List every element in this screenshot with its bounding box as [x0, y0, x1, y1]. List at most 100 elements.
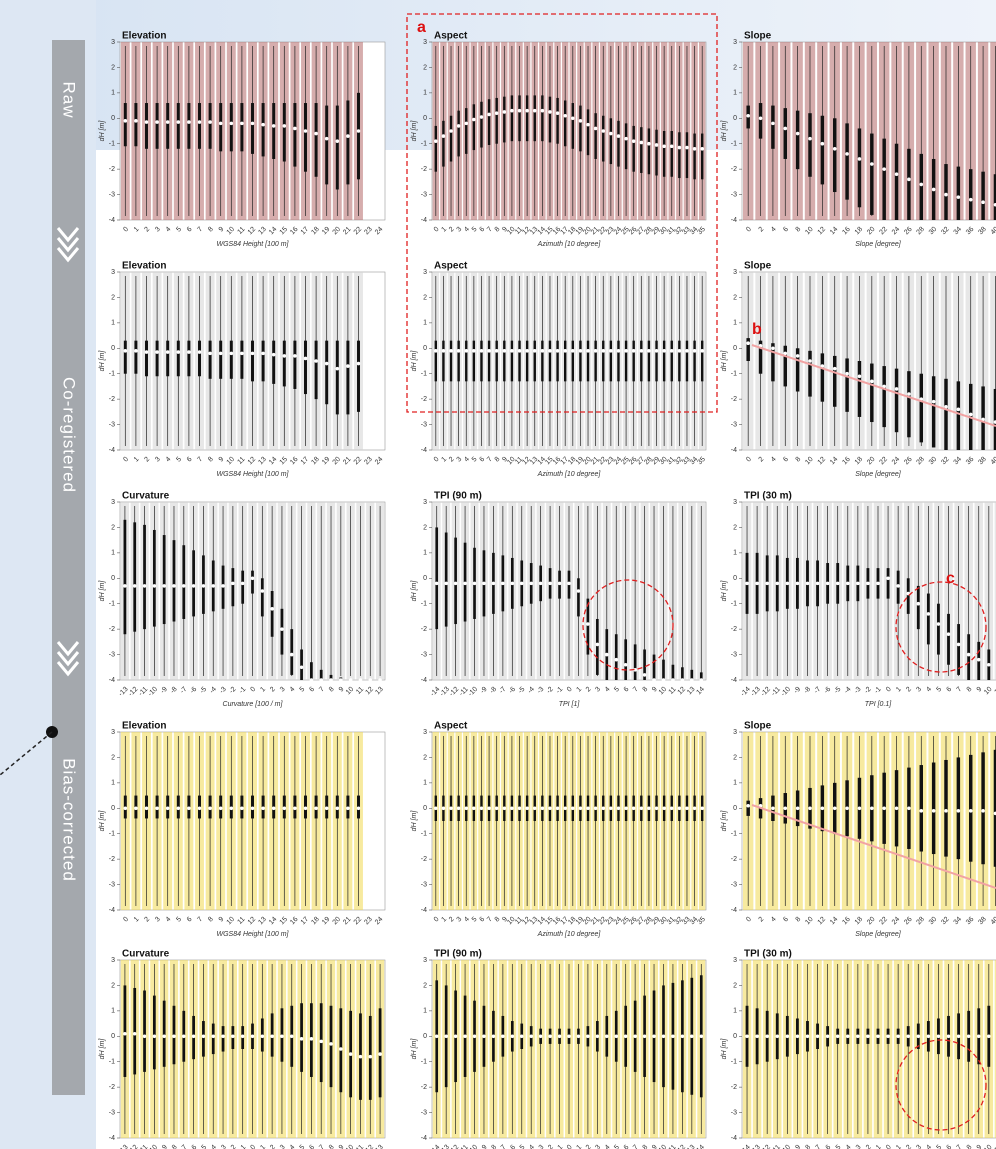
- x-tick-label: 14: [268, 456, 279, 467]
- box: [993, 749, 996, 867]
- median: [795, 131, 800, 136]
- box: [916, 585, 920, 630]
- box: [152, 995, 156, 1070]
- y-tick-label: 0: [733, 805, 737, 812]
- y-tick-label: 3: [733, 269, 737, 276]
- box: [678, 132, 681, 179]
- median: [172, 584, 176, 588]
- median: [532, 349, 537, 353]
- box: [166, 103, 170, 149]
- x-tick-label: 25: [620, 456, 631, 467]
- y-tick-label: 1: [111, 1008, 115, 1015]
- x-tick-label: -10: [147, 686, 159, 698]
- median: [218, 121, 223, 126]
- y-tick-label: 3: [733, 499, 737, 506]
- median: [358, 1054, 363, 1059]
- x-tick-label: 34: [689, 916, 700, 927]
- median: [624, 806, 628, 811]
- y-tick-label: 3: [423, 269, 427, 276]
- x-tick-label: 1: [440, 456, 448, 464]
- box: [624, 123, 628, 170]
- y-tick-label: 2: [111, 982, 115, 989]
- x-axis-label: Azimuth [10 degree]: [537, 471, 602, 478]
- y-tick-label: 2: [111, 64, 115, 71]
- box: [290, 629, 294, 675]
- median: [919, 182, 924, 187]
- median: [293, 354, 297, 358]
- y-tick-label: 1: [733, 780, 737, 787]
- x-tick-label: 3: [154, 456, 162, 464]
- y-tick-label: 3: [111, 269, 115, 276]
- plot-area: [431, 41, 707, 221]
- y-tick-label: 2: [423, 294, 427, 301]
- y-tick-label: -4: [731, 907, 737, 914]
- median: [464, 349, 469, 353]
- median: [699, 678, 704, 682]
- median: [231, 581, 235, 586]
- y-tick-label: 0: [423, 1033, 427, 1040]
- median: [639, 349, 644, 353]
- x-tick-label: -7: [498, 1144, 507, 1149]
- median: [692, 147, 697, 151]
- median: [472, 349, 476, 353]
- x-tick-label: 16: [841, 456, 852, 467]
- x-tick-label: 26: [903, 916, 914, 927]
- median: [976, 1034, 981, 1039]
- median: [250, 806, 255, 811]
- x-axis-label: Azimuth [10 degree]: [537, 241, 602, 248]
- box: [472, 104, 476, 151]
- box: [357, 92, 360, 180]
- x-tick-label: 16: [552, 226, 563, 237]
- x-tick-label: 8: [642, 1144, 650, 1149]
- x-tick-label: -7: [813, 686, 822, 695]
- median: [931, 809, 936, 813]
- x-tick-label: 19: [575, 916, 586, 927]
- median: [517, 108, 522, 113]
- median: [176, 806, 181, 811]
- median: [785, 1034, 790, 1039]
- panel-title: Elevation: [122, 31, 166, 42]
- box: [919, 373, 924, 443]
- x-tick-label: 0: [745, 916, 753, 924]
- box: [894, 368, 899, 433]
- median: [604, 1034, 609, 1039]
- median: [654, 349, 659, 353]
- x-tick-label: 13: [257, 916, 268, 927]
- violin-body: [990, 42, 996, 220]
- median: [303, 129, 308, 133]
- x-tick-label: 16: [841, 916, 852, 927]
- x-tick-label: 0: [566, 686, 574, 694]
- y-tick-label: -2: [421, 166, 427, 173]
- x-tick-label: -5: [517, 686, 526, 695]
- box: [907, 148, 911, 220]
- x-tick-label: -13: [439, 1144, 451, 1149]
- median: [845, 581, 850, 586]
- box: [870, 363, 874, 423]
- median: [218, 351, 223, 356]
- y-tick-label: -4: [421, 907, 427, 914]
- x-tick-label: 3: [915, 686, 923, 694]
- violin-body: [990, 272, 996, 450]
- x-tick-label: 2: [585, 686, 593, 694]
- y-tick-label: 1: [733, 320, 737, 327]
- median: [661, 678, 666, 682]
- x-tick-label: 2: [448, 916, 456, 924]
- median: [601, 349, 606, 353]
- y-axis-label: dH [m]: [411, 1038, 418, 1060]
- median: [652, 1034, 656, 1039]
- box: [314, 340, 318, 400]
- x-tick-label: -5: [199, 1144, 208, 1149]
- median: [993, 420, 996, 424]
- median: [299, 665, 304, 670]
- x-tick-label: 10: [804, 226, 815, 237]
- x-tick-label: 21: [590, 226, 601, 237]
- y-tick-label: -2: [731, 626, 737, 633]
- median: [191, 584, 196, 588]
- x-tick-label: 4: [604, 686, 612, 694]
- median: [576, 589, 581, 593]
- median: [662, 144, 666, 149]
- box: [783, 108, 788, 159]
